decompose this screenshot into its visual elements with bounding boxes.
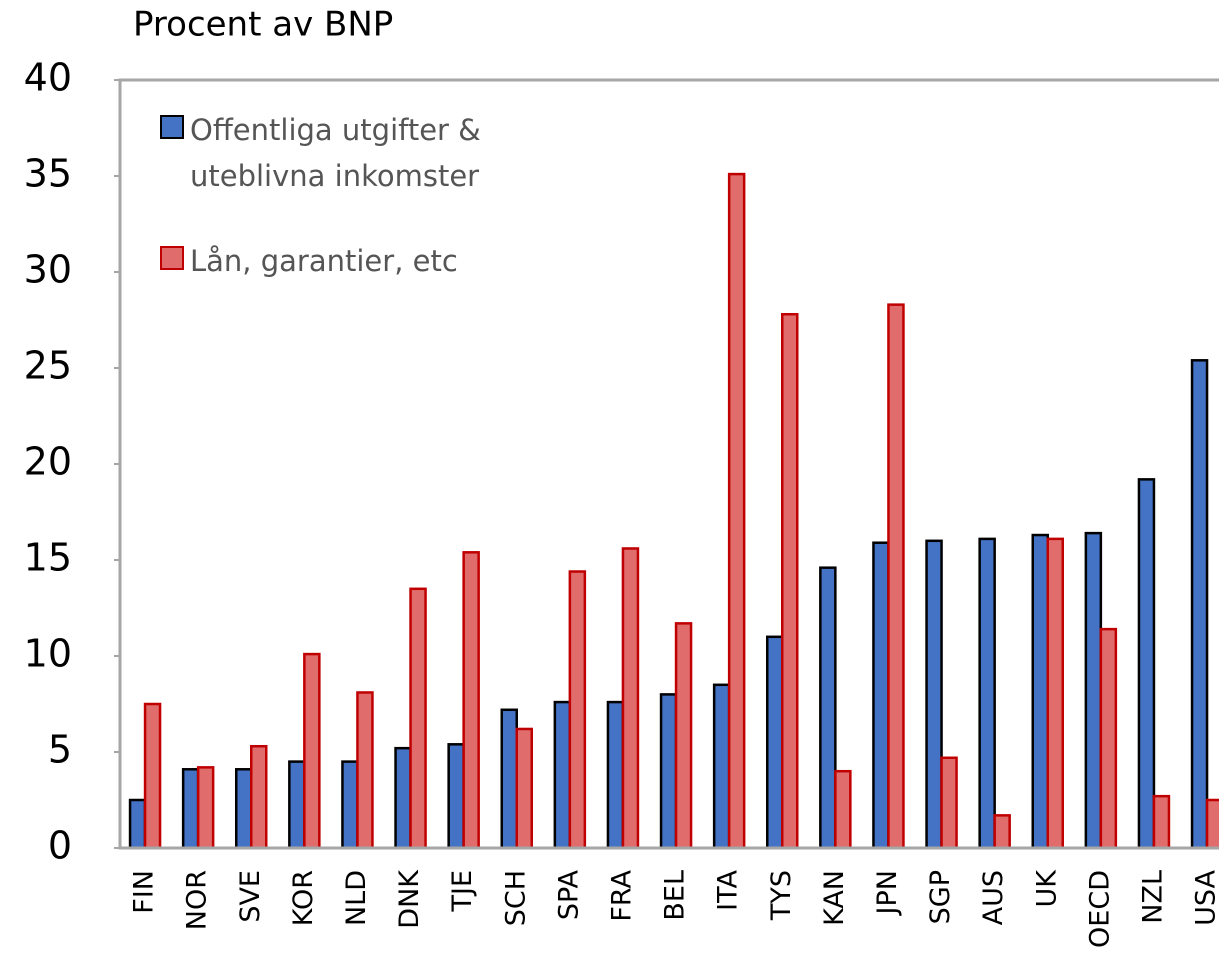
bar <box>819 566 837 850</box>
x-tick-label: NZL <box>1137 870 1168 924</box>
y-tick-label: 40 <box>24 56 72 100</box>
x-tick-label: KAN <box>819 870 850 926</box>
bar <box>394 746 412 850</box>
x-tick-label: OECD <box>1084 870 1115 948</box>
bar <box>303 652 321 850</box>
bar <box>887 303 905 850</box>
bar <box>500 708 518 850</box>
x-tick-label: USA <box>1191 869 1219 925</box>
bar <box>978 537 996 850</box>
bar <box>1205 798 1219 850</box>
bar <box>1099 627 1118 850</box>
y-tick-label: 35 <box>24 152 72 196</box>
legend-swatch <box>160 246 184 270</box>
bar <box>515 727 533 850</box>
bar <box>872 541 890 850</box>
bar <box>181 768 200 850</box>
bar <box>250 744 268 850</box>
bar <box>568 570 587 850</box>
legend-label: Offentliga utgifter & uteblivna inkomste… <box>190 113 481 193</box>
x-tick-label: KOR <box>288 870 319 926</box>
bar <box>462 551 480 850</box>
y-tick-label: 30 <box>24 248 72 292</box>
y-tick-label: 25 <box>24 344 72 388</box>
bar <box>447 743 465 850</box>
bar <box>341 760 359 850</box>
bar <box>766 635 784 850</box>
bar <box>356 691 374 850</box>
bar <box>1190 359 1209 850</box>
bar <box>1137 478 1156 850</box>
bar <box>621 547 640 850</box>
chart-title: Procent av BNP <box>133 5 393 45</box>
x-tick-label: ITA <box>713 869 744 910</box>
x-tick-label: SVE <box>235 870 266 923</box>
x-tick-label: UK <box>1031 869 1062 908</box>
x-tick-label: AUS <box>978 870 1009 925</box>
bar <box>727 172 746 850</box>
bar <box>235 768 253 850</box>
x-tick-label: TJE <box>447 870 478 913</box>
bar <box>1084 531 1103 850</box>
bar <box>1031 533 1049 850</box>
x-tick-label: TYS <box>766 870 797 921</box>
x-tick-label: SPA <box>553 869 584 920</box>
y-tick-label: 20 <box>24 440 72 484</box>
x-tick-label: NLD <box>341 870 372 926</box>
legend-swatch <box>160 115 184 139</box>
x-tick-label: FRA <box>606 869 637 921</box>
bar <box>834 769 852 850</box>
y-tick-label: 0 <box>48 824 72 868</box>
legend-label: Lån, garantier, etc <box>190 244 458 278</box>
bar <box>128 798 147 850</box>
bar <box>993 814 1011 850</box>
x-tick-label: SGP <box>925 870 956 924</box>
bar <box>925 539 943 850</box>
x-tick-label: BEL <box>660 870 691 921</box>
bar <box>1046 537 1064 850</box>
bar <box>659 693 678 850</box>
bar <box>196 766 215 850</box>
bar <box>143 702 162 850</box>
legend-entry: Offentliga utgifter & uteblivna inkomste… <box>160 107 530 199</box>
x-tick-label: FIN <box>129 870 160 914</box>
x-tick-label: DNK <box>394 869 425 929</box>
bar <box>712 683 731 850</box>
bar <box>781 312 799 850</box>
bar <box>606 700 625 850</box>
bar <box>409 587 427 850</box>
bar <box>553 700 572 850</box>
x-tick-label: NOR <box>182 870 213 930</box>
legend-entry: Lån, garantier, etc <box>160 238 530 284</box>
bar <box>674 622 693 850</box>
bar <box>1152 794 1171 850</box>
y-tick-label: 10 <box>24 632 72 676</box>
y-tick-label: 15 <box>24 536 72 580</box>
y-tick-label: 5 <box>48 728 72 772</box>
bar <box>288 760 306 850</box>
x-tick-label: JPN <box>872 870 903 916</box>
bar <box>940 756 958 850</box>
x-tick-label: SCH <box>500 870 531 926</box>
